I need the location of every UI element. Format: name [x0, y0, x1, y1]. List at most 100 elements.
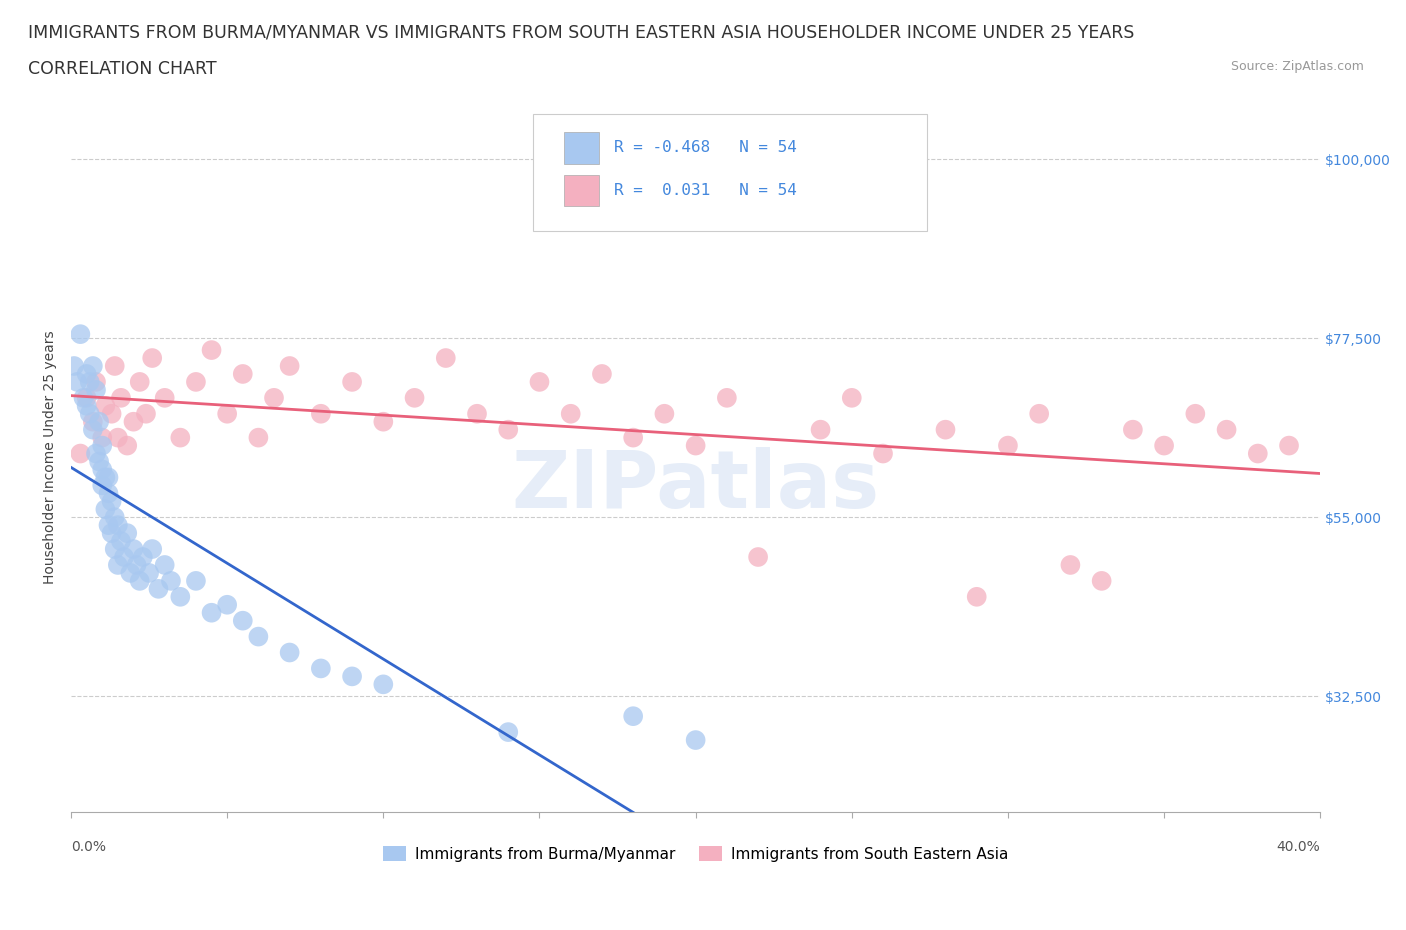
- Point: [84, 446, 107, 461]
- Point: [82, 422, 104, 437]
- Point: [87, 414, 110, 429]
- Point: [810, 422, 832, 437]
- Text: CORRELATION CHART: CORRELATION CHART: [28, 60, 217, 78]
- Point: [115, 438, 138, 453]
- Point: [1278, 438, 1301, 453]
- Point: [128, 375, 150, 390]
- Text: R =  0.031   N = 54: R = 0.031 N = 54: [614, 183, 797, 198]
- Point: [232, 366, 254, 381]
- Point: [465, 406, 488, 421]
- Point: [84, 382, 107, 397]
- Point: [153, 557, 176, 572]
- Point: [1122, 422, 1144, 437]
- Point: [128, 574, 150, 589]
- Point: [141, 351, 163, 365]
- Point: [217, 406, 239, 421]
- Point: [66, 375, 89, 390]
- Point: [1091, 574, 1114, 589]
- FancyBboxPatch shape: [564, 132, 599, 164]
- Text: Source: ZipAtlas.com: Source: ZipAtlas.com: [1230, 60, 1364, 73]
- Point: [87, 454, 110, 469]
- Point: [107, 518, 129, 533]
- Point: [104, 541, 127, 556]
- Point: [91, 478, 114, 493]
- Point: [82, 414, 104, 429]
- Point: [82, 359, 104, 374]
- Point: [122, 541, 145, 556]
- Point: [716, 391, 738, 405]
- Point: [1215, 422, 1237, 437]
- Text: R = -0.468   N = 54: R = -0.468 N = 54: [614, 140, 797, 155]
- Point: [1028, 406, 1050, 421]
- Point: [997, 438, 1019, 453]
- Point: [104, 359, 127, 374]
- Point: [169, 590, 191, 604]
- Point: [184, 574, 207, 589]
- Point: [63, 359, 86, 374]
- Point: [621, 431, 644, 445]
- Point: [141, 541, 163, 556]
- Point: [120, 565, 142, 580]
- Point: [104, 510, 127, 525]
- Point: [94, 502, 117, 517]
- Point: [340, 669, 363, 684]
- Point: [110, 391, 132, 405]
- Point: [125, 557, 148, 572]
- Point: [747, 550, 769, 565]
- Point: [97, 518, 120, 533]
- Point: [184, 375, 207, 390]
- Point: [247, 431, 270, 445]
- Point: [100, 494, 122, 509]
- Point: [138, 565, 160, 580]
- Point: [1247, 446, 1270, 461]
- Point: [496, 724, 519, 739]
- Text: ZIPatlas: ZIPatlas: [512, 446, 880, 525]
- Point: [278, 645, 301, 660]
- Point: [200, 605, 222, 620]
- Point: [217, 597, 239, 612]
- Point: [79, 375, 101, 390]
- Point: [404, 391, 426, 405]
- Text: IMMIGRANTS FROM BURMA/MYANMAR VS IMMIGRANTS FROM SOUTH EASTERN ASIA HOUSEHOLDER : IMMIGRANTS FROM BURMA/MYANMAR VS IMMIGRA…: [28, 23, 1135, 41]
- Point: [76, 398, 98, 413]
- Point: [263, 391, 285, 405]
- Point: [153, 391, 176, 405]
- Y-axis label: Householder Income Under 25 years: Householder Income Under 25 years: [44, 331, 58, 584]
- Point: [872, 446, 894, 461]
- Point: [69, 446, 91, 461]
- Point: [91, 438, 114, 453]
- Point: [373, 414, 395, 429]
- Point: [160, 574, 183, 589]
- Point: [654, 406, 676, 421]
- Point: [91, 462, 114, 477]
- Point: [1153, 438, 1175, 453]
- Point: [1184, 406, 1206, 421]
- Point: [309, 406, 332, 421]
- Point: [97, 485, 120, 500]
- Point: [100, 525, 122, 540]
- Point: [200, 342, 222, 357]
- Point: [110, 534, 132, 549]
- Point: [100, 406, 122, 421]
- Point: [434, 351, 457, 365]
- Point: [91, 431, 114, 445]
- Point: [529, 375, 551, 390]
- Point: [685, 733, 707, 748]
- Point: [340, 375, 363, 390]
- Point: [1059, 557, 1081, 572]
- Point: [685, 438, 707, 453]
- Point: [135, 406, 157, 421]
- Point: [966, 590, 988, 604]
- Point: [934, 422, 956, 437]
- Point: [97, 470, 120, 485]
- Point: [107, 557, 129, 572]
- Point: [84, 375, 107, 390]
- Point: [169, 431, 191, 445]
- Point: [232, 613, 254, 628]
- Point: [148, 581, 170, 596]
- Point: [94, 470, 117, 485]
- Point: [496, 422, 519, 437]
- Point: [76, 366, 98, 381]
- Point: [122, 414, 145, 429]
- Legend: Immigrants from Burma/Myanmar, Immigrants from South Eastern Asia: Immigrants from Burma/Myanmar, Immigrant…: [377, 840, 1014, 868]
